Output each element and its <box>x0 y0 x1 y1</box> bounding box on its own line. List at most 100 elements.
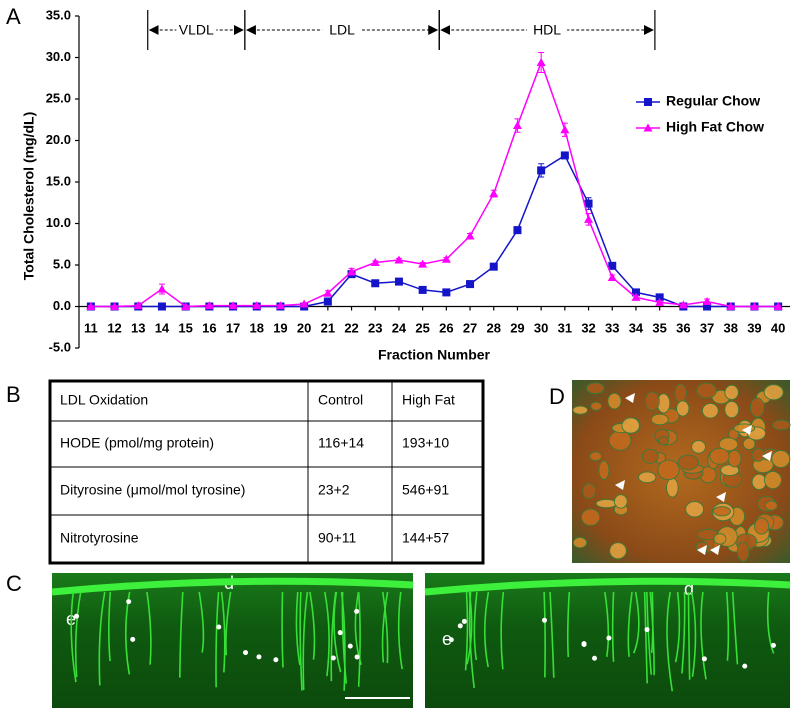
micrograph-d <box>572 380 791 563</box>
region-label: HDL <box>533 22 561 38</box>
cell <box>598 460 610 481</box>
y-tick-label: -5.0 <box>49 339 71 354</box>
cell <box>718 437 739 452</box>
fiber <box>646 591 653 675</box>
cell <box>764 500 778 511</box>
cell <box>657 436 670 446</box>
cell <box>590 401 603 411</box>
table-cell: 546+91 <box>402 482 449 498</box>
fiber <box>731 591 739 665</box>
x-tick-label: 11 <box>84 320 98 335</box>
fiber <box>566 591 571 658</box>
fiber <box>299 591 303 691</box>
x-tick-label: 22 <box>344 320 358 335</box>
cell <box>650 413 669 426</box>
cell <box>572 405 589 415</box>
marker <box>631 288 640 297</box>
marker <box>86 302 96 310</box>
fiber <box>687 591 691 680</box>
table-cell: Control <box>318 392 363 408</box>
fiber <box>691 591 697 678</box>
fiber <box>674 591 681 663</box>
table-border <box>48 379 485 565</box>
marker <box>371 279 380 288</box>
marker <box>323 288 333 297</box>
x-tick-label: 31 <box>558 320 572 335</box>
legend-label: Regular Chow <box>666 93 760 109</box>
cell <box>751 447 766 462</box>
legend-marker <box>643 123 653 132</box>
marker <box>773 302 783 310</box>
legend-marker <box>644 98 652 106</box>
cell <box>674 383 687 404</box>
table-cell: 144+57 <box>402 530 449 546</box>
x-tick-label: 37 <box>700 320 714 335</box>
arrowhead <box>697 545 707 555</box>
cell <box>582 483 597 500</box>
table-cell: HODE (pmol/mg protein) <box>60 435 214 451</box>
marker <box>181 302 191 310</box>
dot <box>354 654 360 660</box>
dot <box>606 635 612 641</box>
cell <box>644 391 660 412</box>
table-cell: 23+2 <box>318 482 350 498</box>
region-label-bg <box>527 22 568 38</box>
y-tick-label: 10.0 <box>46 215 71 230</box>
fiber <box>330 591 337 682</box>
series-line <box>90 154 779 308</box>
fiber <box>302 591 309 690</box>
chart-a: -5.0 0.0 5.0 10.0 15.0 20.0 25.0 30.0 35.0 11 12 13… <box>46 7 790 354</box>
marker <box>275 301 285 310</box>
dot <box>273 657 279 663</box>
x-tick-label: 34 <box>629 320 644 335</box>
cell <box>586 382 605 395</box>
cell <box>749 397 765 418</box>
x-tick-label: 26 <box>439 320 453 335</box>
x-tick-label: 25 <box>415 320 429 335</box>
fiber <box>700 591 707 680</box>
cell <box>763 384 784 401</box>
fiber <box>146 591 152 665</box>
x-tick-label: 23 <box>368 320 382 335</box>
marker <box>726 302 736 310</box>
fiber <box>357 591 361 687</box>
y-axis-label: Total Cholesterol (mg/dL) <box>21 112 37 281</box>
marker <box>466 280 475 289</box>
arrowhead <box>615 480 625 490</box>
x-tick-label: 32 <box>581 320 595 335</box>
dot <box>541 617 547 623</box>
fiber <box>666 591 674 692</box>
fiber <box>766 591 775 654</box>
cell <box>709 447 730 465</box>
x-tick-label: 29 <box>510 320 524 335</box>
cell <box>641 448 659 464</box>
cell <box>701 402 719 419</box>
marker <box>584 199 593 208</box>
fiber <box>543 591 546 678</box>
fiber <box>295 591 301 666</box>
x-tick-label: 39 <box>747 320 761 335</box>
fiber <box>281 591 284 668</box>
marker <box>489 262 498 271</box>
fiber <box>178 591 184 678</box>
marker <box>655 297 665 306</box>
marker <box>608 261 617 270</box>
x-tick-label: 14 <box>155 320 170 335</box>
x-tick-label: 12 <box>107 320 121 335</box>
cell <box>763 470 782 490</box>
panel-label: D <box>549 384 565 409</box>
marker <box>347 267 357 276</box>
marker <box>133 301 143 310</box>
x-tick-label: 21 <box>321 320 335 335</box>
cell <box>676 400 690 417</box>
cell <box>691 440 707 454</box>
table-cell: 193+10 <box>402 435 449 451</box>
fiber <box>681 591 686 674</box>
cell <box>595 498 618 509</box>
dot <box>330 655 336 661</box>
dot <box>354 608 360 614</box>
marker <box>157 302 166 311</box>
micrograph-bg <box>52 573 413 708</box>
fiber <box>225 591 232 656</box>
